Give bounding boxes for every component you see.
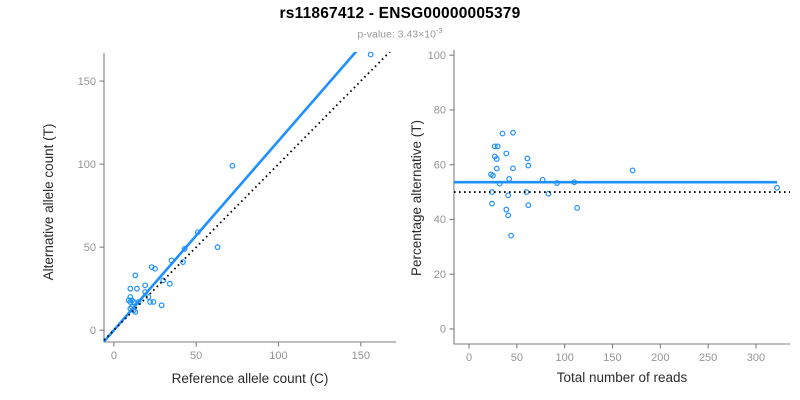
x-tick-label: 150 (352, 350, 370, 362)
data-point (506, 176, 513, 182)
data-point (545, 190, 552, 197)
y-tick-label: 150 (78, 76, 96, 88)
x-tick-label: 100 (555, 352, 573, 364)
y-axis-title: Percentage alternative (T) (409, 120, 424, 276)
data-point (134, 285, 140, 292)
x-tick-label: 50 (190, 350, 202, 362)
data-point (158, 302, 165, 309)
reference-lines (103, 52, 391, 343)
y-axis-title: Alternative allele count (T) (41, 124, 56, 281)
data-point (132, 272, 139, 279)
data-point (166, 280, 173, 287)
data-point (150, 299, 157, 305)
data-point (160, 277, 167, 284)
x-axis-title: Total number of reads (557, 370, 688, 385)
x-tick-label: 200 (651, 352, 669, 364)
x-axis-title: Reference allele count (C) (172, 371, 329, 386)
x-tick-label: 50 (511, 352, 523, 364)
y-tick-label: 100 (428, 50, 446, 62)
data-point (147, 299, 153, 305)
pvalue-text: p-value: 3.43×10 (357, 28, 436, 41)
axis-ticks: 0 50 100 150 0 50 100 150 (78, 76, 370, 362)
data-point (525, 162, 532, 169)
axis-lines (453, 50, 790, 345)
data-point (152, 265, 158, 272)
data-point (499, 130, 506, 137)
y-tick-label: 0 (440, 324, 446, 336)
axis-lines (103, 53, 396, 343)
data-point (774, 184, 780, 191)
data-point (629, 167, 636, 174)
data-point (505, 212, 512, 219)
data-point (494, 143, 501, 150)
data-point (525, 202, 532, 209)
y-tick-label: 100 (78, 159, 96, 171)
plot-title: rs11867412 - ENSG00000005379 (279, 5, 521, 22)
identity-line (103, 52, 391, 341)
axis-ticks: 0 50 100 150 200 250 300 0 20 40 60 80 100 (428, 50, 765, 364)
data-points (488, 129, 780, 239)
left-scatter-plot: 0 50 100 150 0 50 100 150 Reference allele count… (41, 52, 396, 386)
fit-line (103, 52, 358, 343)
data-point (574, 205, 580, 211)
data-point (493, 156, 500, 162)
data-point (180, 259, 186, 266)
x-tick-label: 100 (269, 350, 287, 362)
data-point (503, 206, 510, 213)
x-tick-label: 0 (466, 352, 472, 364)
reference-lines (453, 180, 790, 193)
x-tick-label: 0 (111, 350, 117, 362)
data-point (491, 143, 498, 150)
data-point (181, 245, 188, 252)
data-point (367, 52, 374, 58)
data-point (503, 150, 510, 157)
data-point (135, 299, 142, 305)
x-tick-label: 250 (699, 352, 717, 364)
x-tick-label: 300 (747, 352, 765, 364)
y-tick-label: 0 (90, 325, 96, 337)
data-point (127, 285, 134, 292)
data-point (493, 165, 500, 172)
data-point (524, 155, 531, 162)
data-point (489, 200, 495, 207)
x-tick-label: 150 (603, 352, 621, 364)
y-tick-label: 80 (434, 105, 446, 117)
pvalue-exponent: -3 (435, 26, 443, 35)
y-tick-label: 60 (434, 159, 446, 171)
y-tick-label: 20 (434, 269, 446, 281)
data-point (510, 129, 516, 136)
data-point (490, 172, 496, 179)
data-point (510, 165, 516, 172)
data-point (214, 244, 221, 251)
plot-subtitle: p-value: 3.43×10-3 (0, 26, 800, 41)
data-point (505, 192, 512, 199)
data-point (229, 162, 236, 169)
data-point (508, 232, 514, 239)
y-tick-label: 40 (434, 214, 446, 226)
y-tick-label: 50 (84, 242, 96, 254)
right-scatter-plot: 0 50 100 150 200 250 300 0 20 40 60 80 100 Total numb… (409, 50, 790, 385)
data-point (142, 282, 149, 289)
